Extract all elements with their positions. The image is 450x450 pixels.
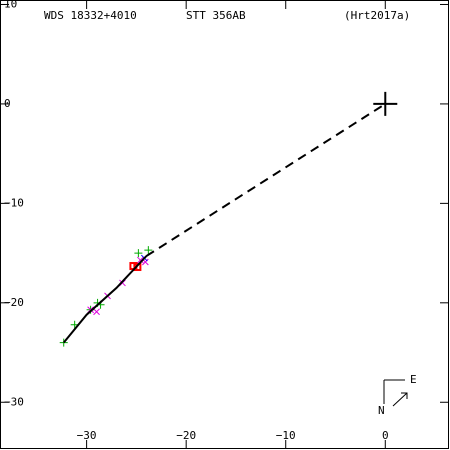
y-tick-label: 10	[4, 0, 17, 10]
observation-cross	[93, 308, 100, 316]
compass	[383, 379, 408, 407]
observation-plus	[134, 249, 143, 258]
compass-east: E	[410, 373, 417, 386]
x-tick-label: −30	[77, 429, 97, 442]
compass-arrow	[392, 392, 408, 407]
y-tick-label: −20	[4, 296, 24, 309]
compass-arrowhead	[401, 392, 408, 399]
x-tick-label: 0	[382, 429, 389, 442]
orbit-line	[62, 255, 148, 344]
primary-star	[373, 91, 398, 116]
compass-north: N	[378, 404, 385, 417]
x-tick-label: −20	[176, 429, 196, 442]
x-tick-label: −10	[276, 429, 296, 442]
chart-title: WDS 18332+4010	[44, 9, 137, 22]
observation-plus	[144, 246, 153, 255]
chart-subtitle: STT 356AB	[186, 9, 246, 22]
node-line	[145, 103, 386, 257]
y-tick-label: −30	[4, 395, 24, 408]
observation-cross	[137, 256, 144, 264]
reference: (Hrt2017a)	[344, 9, 410, 22]
observation-square	[133, 263, 142, 272]
y-tick-label: −10	[4, 196, 24, 209]
y-tick-label: 0	[4, 97, 11, 110]
